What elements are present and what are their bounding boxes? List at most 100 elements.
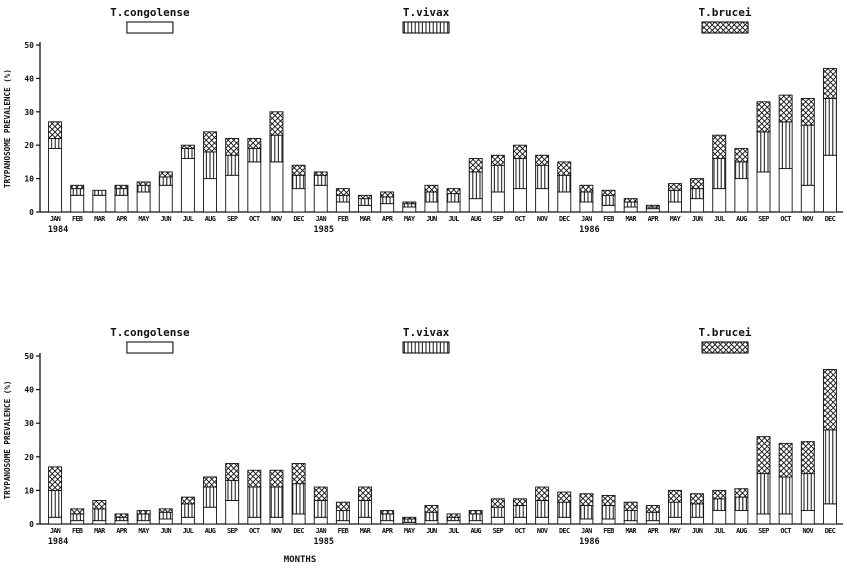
- month-tick-label: JAN: [581, 215, 592, 223]
- legend-swatch-open: [126, 21, 174, 34]
- bar-segment-open: [291, 188, 306, 213]
- month-tick-label: MAR: [94, 215, 106, 223]
- month-tick-label: APR: [648, 527, 660, 535]
- bar-segment-crosshatch: [778, 94, 793, 123]
- bar-segment-crosshatch: [756, 436, 771, 475]
- month-tick-label: JUN: [692, 215, 703, 223]
- bar-segment-crosshatch: [490, 154, 505, 166]
- month-tick-label: NOV: [537, 215, 548, 223]
- month-tick-label: DEC: [293, 527, 304, 535]
- month-tick-label: SEP: [227, 527, 238, 535]
- bar-segment-vertical-stripes: [313, 174, 328, 186]
- bar-segment-open: [822, 503, 837, 525]
- month-tick-label: JUN: [426, 527, 437, 535]
- bar-segment-vertical-stripes: [158, 511, 173, 520]
- bar-segment-open: [690, 516, 705, 525]
- bar-segment-crosshatch: [490, 498, 505, 508]
- bar-segment-vertical-stripes: [247, 148, 262, 163]
- bar-segment-open: [778, 168, 793, 213]
- bar-segment-open: [800, 184, 815, 213]
- month-tick-label: FEB: [72, 215, 83, 223]
- legend-label: T.brucei: [699, 326, 752, 339]
- bar-segment-vertical-stripes: [180, 148, 195, 160]
- bar-segment-open: [468, 198, 483, 213]
- bar-segment-vertical-stripes: [424, 511, 439, 522]
- bar-segment-crosshatch: [358, 486, 372, 501]
- bar-segment-crosshatch: [136, 181, 151, 186]
- y-axis-title: TRYPANOSOME PREVALENCE (%): [3, 381, 12, 500]
- bar-segment-vertical-stripes: [690, 188, 705, 200]
- x-axis-title: MONTHS: [284, 555, 317, 565]
- month-tick-label: FEB: [72, 527, 83, 535]
- bar-segment-vertical-stripes: [668, 501, 682, 518]
- bar-segment-open: [92, 520, 107, 525]
- bar-segment-open: [70, 194, 85, 213]
- bar-segment-vertical-stripes: [380, 196, 395, 205]
- bar-segment-crosshatch: [601, 494, 616, 506]
- bar-segment-vertical-stripes: [513, 158, 527, 190]
- bar-segment-crosshatch: [70, 184, 85, 190]
- bar-segment-crosshatch: [70, 508, 85, 515]
- bar-segment-crosshatch: [402, 516, 417, 520]
- bar-segment-crosshatch: [446, 188, 461, 195]
- legend-swatch-open: [126, 341, 174, 354]
- year-label: 1984: [48, 537, 68, 547]
- y-tick-label: 30: [24, 108, 34, 117]
- bar-segment-vertical-stripes: [402, 518, 417, 523]
- y-tick-label: 0: [29, 520, 34, 529]
- legend-label: T.congolense: [110, 326, 190, 339]
- bar-segment-vertical-stripes: [513, 505, 527, 518]
- bar-segment-crosshatch: [645, 204, 660, 208]
- bar-segment-crosshatch: [756, 101, 771, 133]
- month-tick-label: MAR: [360, 215, 372, 223]
- bar-segment-vertical-stripes: [380, 513, 395, 522]
- bar-segment-crosshatch: [513, 498, 527, 506]
- bar-segment-crosshatch: [335, 188, 350, 196]
- bar-segment-vertical-stripes: [535, 500, 550, 518]
- bar-segment-vertical-stripes: [247, 486, 262, 518]
- bar-segment-crosshatch: [424, 505, 439, 513]
- axes: 0 10 20 30 40 50: [24, 352, 843, 529]
- bar-segment-crosshatch: [380, 191, 395, 198]
- bar-segment-crosshatch: [114, 184, 129, 190]
- bar-segment-crosshatch: [358, 194, 372, 200]
- bar-segment-vertical-stripes: [335, 194, 350, 203]
- bar-segment-crosshatch: [180, 496, 195, 505]
- bar-segment-crosshatch: [247, 469, 262, 488]
- month-tick-label: JUN: [692, 527, 703, 535]
- month-tick-label: DEC: [559, 215, 570, 223]
- month-tick-label: OCT: [249, 215, 260, 223]
- bar-segment-vertical-stripes: [70, 188, 85, 196]
- bar-segment-vertical-stripes: [358, 500, 372, 518]
- y-tick-label: 40: [24, 74, 34, 83]
- bar-segment-vertical-stripes: [601, 505, 616, 520]
- bar-segment-vertical-stripes: [800, 473, 815, 512]
- month-tick-label: FEB: [603, 527, 614, 535]
- bar-segment-vertical-stripes: [269, 486, 284, 518]
- bar-segment-open: [446, 520, 461, 525]
- bar-segment-open: [778, 513, 793, 525]
- bar-segment-crosshatch: [48, 466, 63, 491]
- month-tick-label: JAN: [50, 215, 61, 223]
- month-tick-label: AUG: [205, 527, 216, 535]
- legend-label: T.brucei: [699, 6, 752, 19]
- bar-segment-open: [247, 516, 262, 525]
- bar-segment-open: [668, 201, 682, 213]
- bar-segment-open: [800, 510, 815, 525]
- month-tick-label: JUL: [448, 527, 459, 535]
- month-tick-label: JUL: [448, 215, 459, 223]
- bars: JAN FEB MAR APR MAY JUN JUL AUG SEP OCT NOV DEC JAN F…: [48, 368, 837, 535]
- month-tick-label: APR: [382, 527, 394, 535]
- y-tick-label: 50: [24, 41, 34, 50]
- month-tick-label: DEC: [825, 527, 836, 535]
- month-tick-label: MAR: [360, 527, 372, 535]
- legend-label: T.vivax: [403, 6, 450, 19]
- month-tick-label: MAY: [138, 527, 150, 535]
- bar-segment-open: [291, 513, 306, 525]
- bar-segment-open: [114, 520, 129, 525]
- legend: T.congolense T.vivax T.brucei: [110, 326, 752, 354]
- bar-segment-open: [822, 154, 837, 213]
- bar-segment-open: [158, 184, 173, 213]
- bar-segment-open: [225, 174, 240, 213]
- bar-segment-crosshatch: [668, 183, 682, 191]
